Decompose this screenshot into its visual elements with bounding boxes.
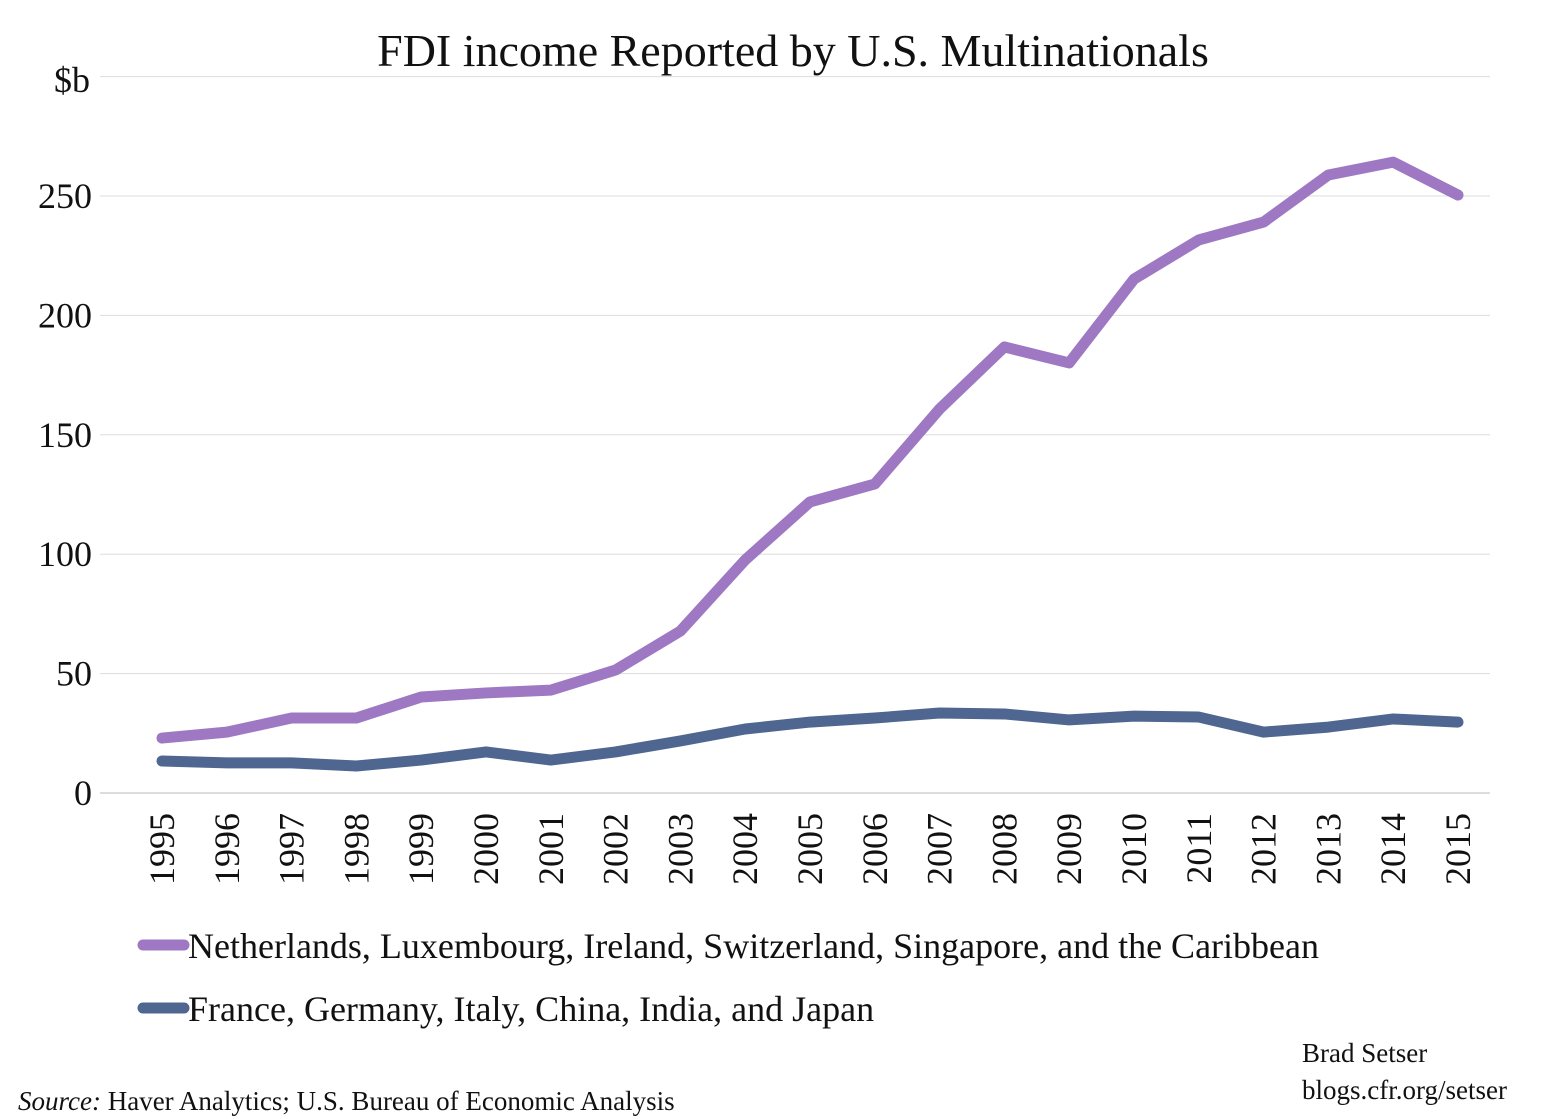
x-tick-label: 2005 xyxy=(790,813,830,885)
data-point xyxy=(1327,174,1329,176)
data-point xyxy=(550,759,552,761)
x-tick-label: 2015 xyxy=(1438,813,1478,885)
data-point xyxy=(1327,726,1329,728)
data-point xyxy=(615,669,617,671)
data-point xyxy=(485,692,487,694)
x-tick-label: 1995 xyxy=(142,813,182,885)
data-point xyxy=(226,731,228,733)
data-point xyxy=(809,501,811,503)
x-tick-label: 2007 xyxy=(920,813,960,885)
data-point xyxy=(874,717,876,719)
x-tick-label: 2002 xyxy=(596,813,636,885)
x-tick-label: 2000 xyxy=(466,813,506,885)
legend-label-tax-havens: Netherlands, Luxembourg, Ireland, Switze… xyxy=(188,926,1319,966)
y-tick-label: 100 xyxy=(38,534,92,574)
data-point xyxy=(161,760,163,762)
y-axis-unit-label: $b xyxy=(54,60,90,100)
gridlines xyxy=(100,76,1490,794)
data-point xyxy=(1068,362,1070,364)
data-point xyxy=(291,717,293,719)
data-point xyxy=(355,765,357,767)
x-tick-label: 2010 xyxy=(1114,813,1154,885)
data-point xyxy=(1392,718,1394,720)
data-point xyxy=(1133,278,1135,280)
data-point xyxy=(744,559,746,561)
data-point xyxy=(1392,161,1394,163)
source-label: Source: xyxy=(18,1086,101,1116)
data-point xyxy=(1198,239,1200,241)
data-point xyxy=(1457,194,1459,196)
data-point xyxy=(809,721,811,723)
y-tick-label: 150 xyxy=(38,415,92,455)
data-point xyxy=(485,751,487,753)
source-text: Haver Analytics; U.S. Bureau of Economic… xyxy=(101,1086,675,1116)
x-tick-label: 2001 xyxy=(531,813,571,885)
y-tick-label: 250 xyxy=(38,176,92,216)
data-point xyxy=(874,483,876,485)
x-axis-ticks: 1995 1996 1997 1998 1999 2000 2001 2002 2003 2004… xyxy=(142,813,1478,885)
x-tick-label: 1999 xyxy=(401,813,441,885)
x-tick-label: 2008 xyxy=(984,813,1024,885)
y-tick-label: 0 xyxy=(74,773,92,813)
author-url: blogs.cfr.org/setser xyxy=(1302,1075,1507,1105)
data-point xyxy=(1457,721,1459,723)
data-point xyxy=(226,762,228,764)
data-point xyxy=(939,712,941,714)
data-point xyxy=(1003,346,1005,348)
author-credit: Brad Setser xyxy=(1302,1038,1427,1068)
data-point xyxy=(1263,731,1265,733)
data-point xyxy=(1263,221,1265,223)
data-point xyxy=(550,689,552,691)
y-axis-ticks: 0 50 100 150 200 250 xyxy=(38,176,92,813)
y-tick-label: 50 xyxy=(56,654,92,694)
x-tick-label: 2004 xyxy=(725,813,765,885)
data-point xyxy=(420,759,422,761)
data-point xyxy=(420,696,422,698)
series-line-0 xyxy=(156,156,1464,744)
x-tick-label: 2009 xyxy=(1049,813,1089,885)
data-point xyxy=(679,630,681,632)
x-tick-label: 2013 xyxy=(1308,813,1348,885)
series-lines xyxy=(156,156,1464,772)
x-tick-label: 2011 xyxy=(1179,813,1219,884)
data-point xyxy=(939,408,941,410)
data-point xyxy=(1068,719,1070,721)
x-tick-label: 2003 xyxy=(660,813,700,885)
x-tick-label: 1998 xyxy=(336,813,376,885)
data-point xyxy=(744,728,746,730)
x-tick-label: 2006 xyxy=(855,813,895,885)
data-point xyxy=(161,737,163,739)
data-point xyxy=(679,740,681,742)
source-note: Source: Haver Analytics; U.S. Bureau of … xyxy=(18,1086,675,1116)
chart-title: FDI income Reported by U.S. Multinationa… xyxy=(377,25,1209,76)
x-tick-label: 1997 xyxy=(272,813,312,885)
data-point xyxy=(291,762,293,764)
data-point xyxy=(355,717,357,719)
x-tick-label: 2012 xyxy=(1244,813,1284,885)
data-point xyxy=(1133,715,1135,717)
legend: Netherlands, Luxembourg, Ireland, Switze… xyxy=(137,926,1319,1029)
y-tick-label: 200 xyxy=(38,295,92,335)
data-point xyxy=(1198,716,1200,718)
x-tick-label: 2014 xyxy=(1373,813,1413,885)
data-point xyxy=(615,751,617,753)
data-point xyxy=(1003,713,1005,715)
x-tick-label: 1996 xyxy=(207,813,247,885)
legend-label-major-economies: France, Germany, Italy, China, India, an… xyxy=(188,989,874,1029)
